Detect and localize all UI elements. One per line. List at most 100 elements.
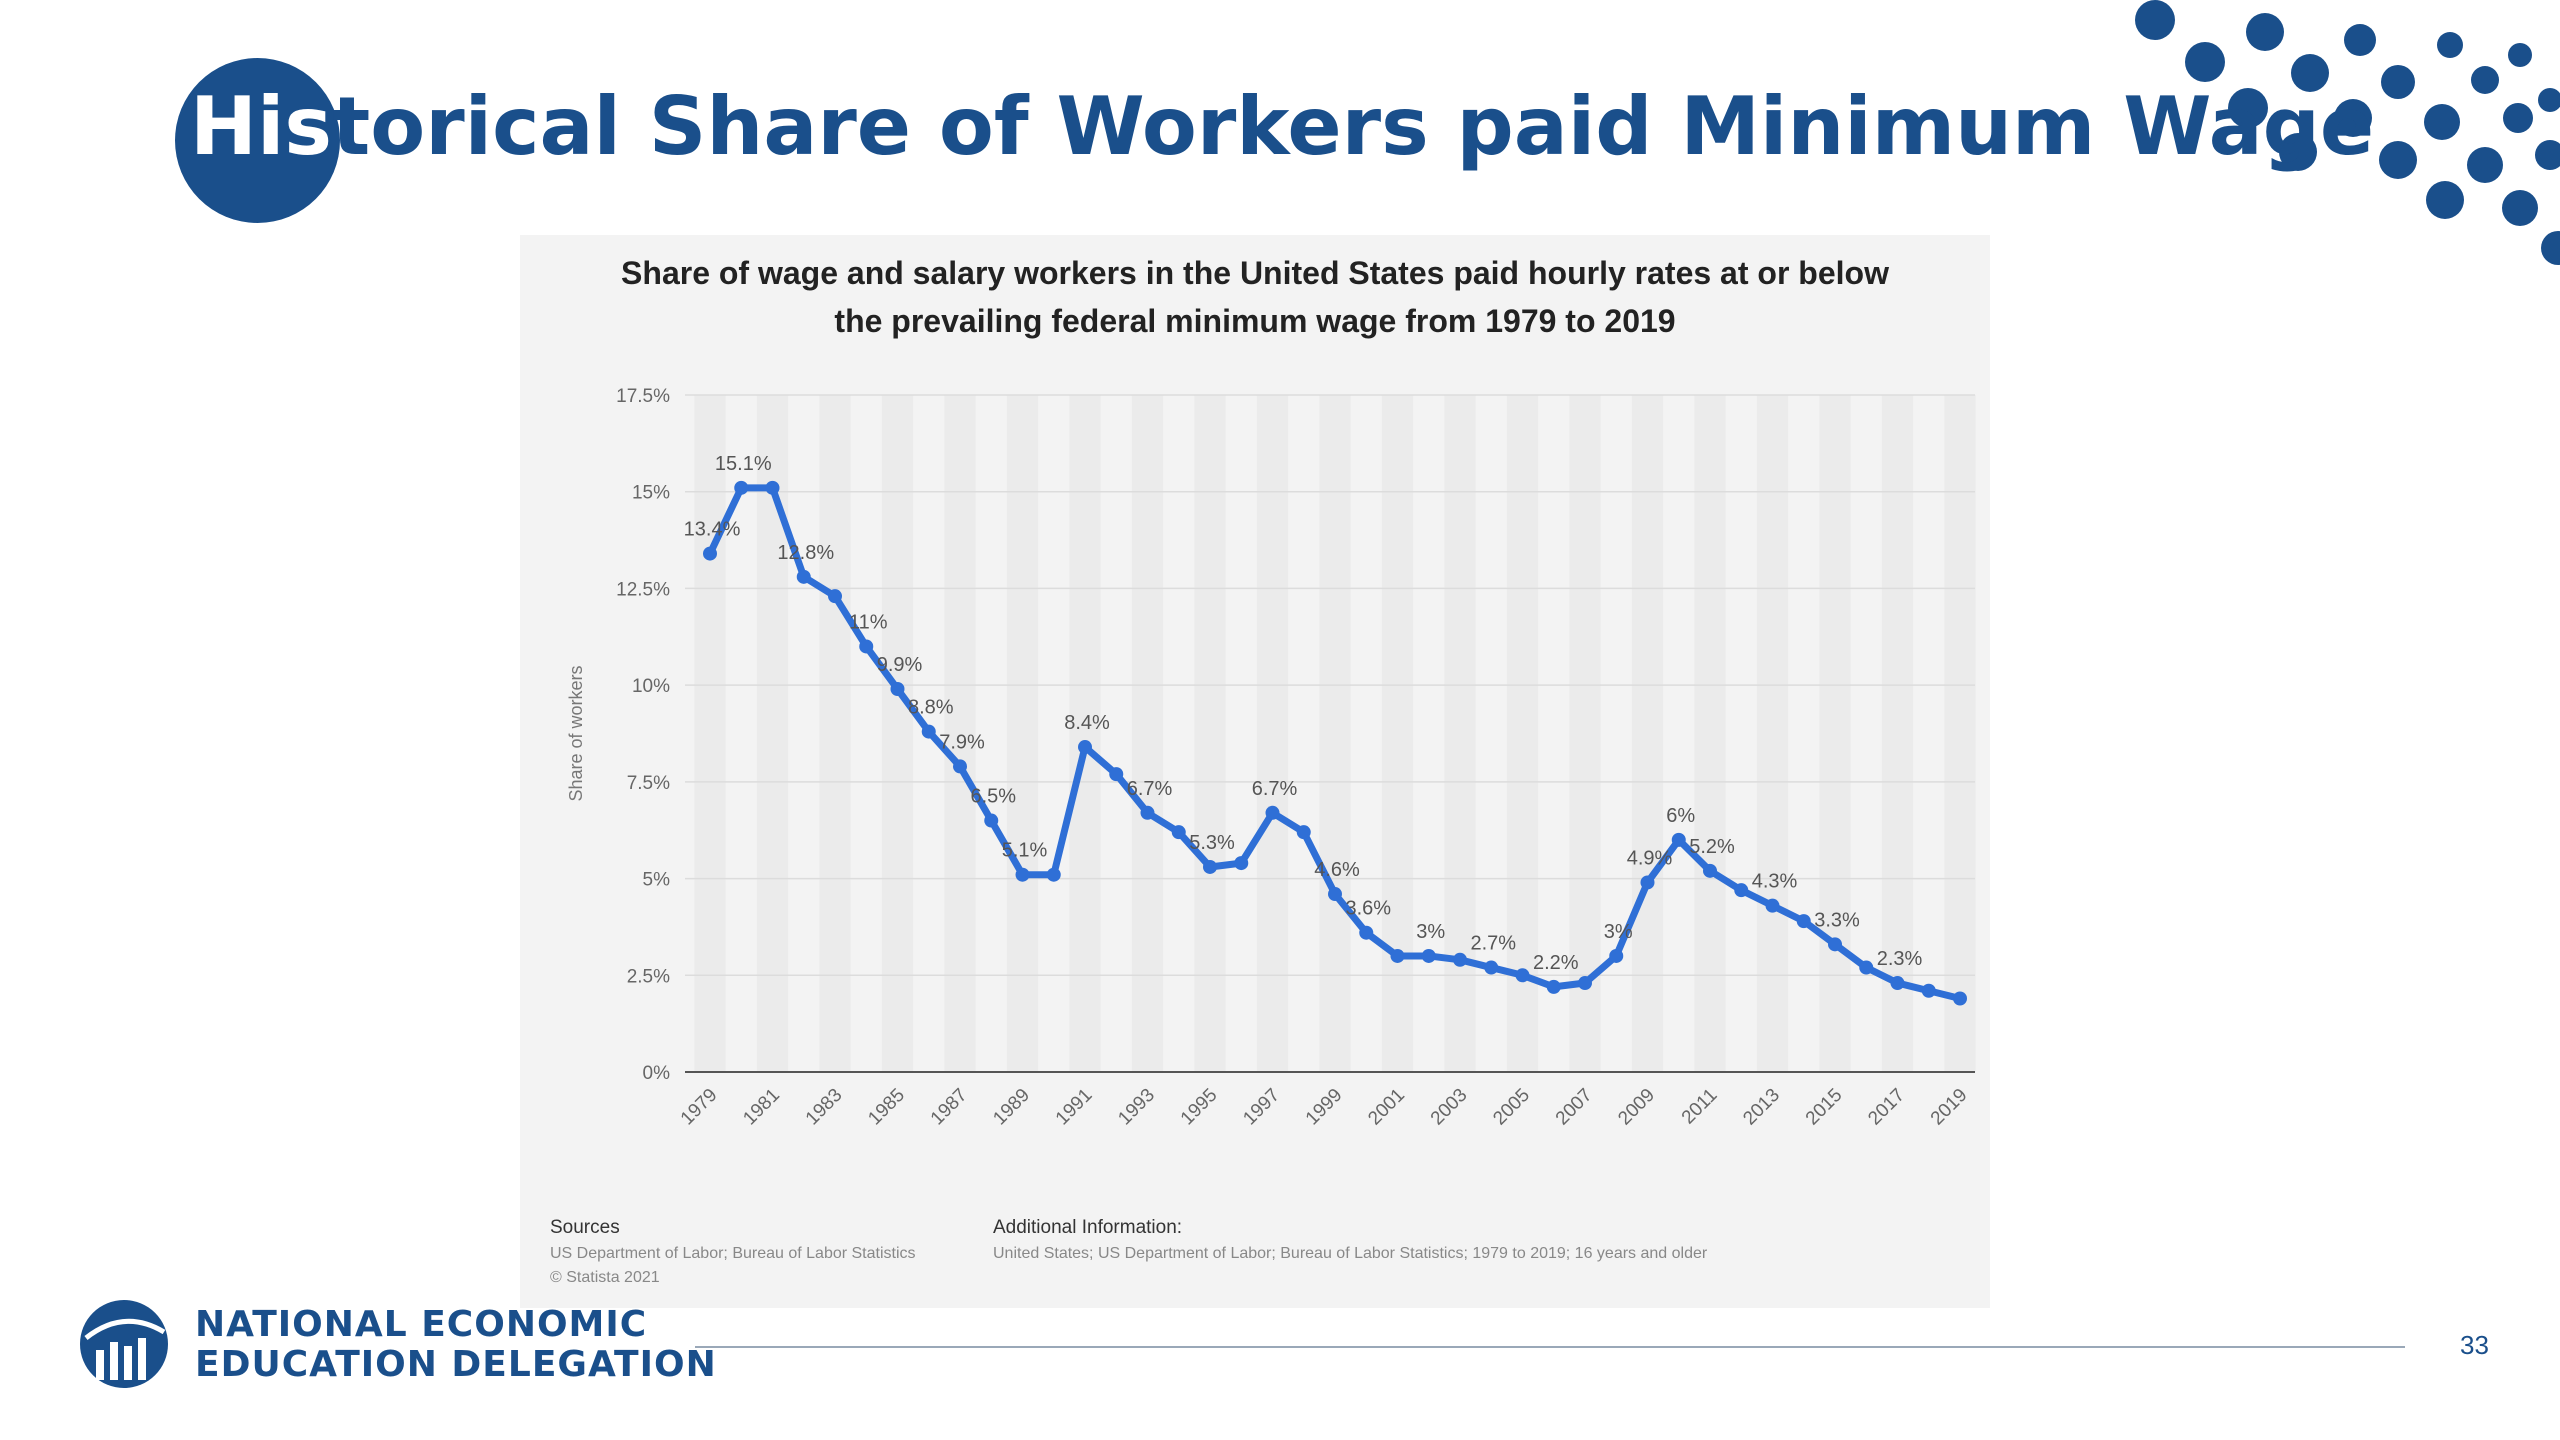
- data-label: 2.3%: [1877, 948, 1923, 970]
- decorative-dot: [2228, 88, 2268, 128]
- additional-info-heading: Additional Information:: [993, 1217, 1183, 1238]
- data-point: [1140, 805, 1155, 820]
- y-tick-label: 15%: [632, 483, 670, 504]
- chart-title-line-1: Share of wage and salary workers in the …: [621, 255, 1889, 291]
- data-point: [1578, 976, 1592, 991]
- data-label: 8.4%: [1064, 712, 1110, 734]
- decorative-dot: [2467, 147, 2503, 183]
- x-tick-label: 2013: [1739, 1085, 1784, 1130]
- data-point: [1296, 825, 1311, 840]
- x-tick-label: 1987: [927, 1085, 972, 1130]
- data-point: [1484, 960, 1499, 975]
- x-tick-label: 1997: [1239, 1085, 1284, 1130]
- x-tick-label: 2003: [1427, 1085, 1472, 1130]
- y-tick-label: 7.5%: [627, 773, 670, 794]
- data-label: 15.1%: [715, 453, 772, 475]
- data-point: [1171, 825, 1186, 840]
- column-band: [881, 395, 914, 1072]
- sources-text: US Department of Labor; Bureau of Labor …: [550, 1245, 916, 1262]
- title-inverse-part: His: [190, 80, 332, 173]
- data-point: [1203, 859, 1217, 874]
- data-point: [1546, 979, 1561, 994]
- data-point: [1796, 914, 1811, 929]
- data-point: [1234, 856, 1249, 871]
- data-point: [1078, 740, 1092, 755]
- data-label: 7.9%: [939, 731, 985, 753]
- data-label: 5.3%: [1189, 832, 1235, 854]
- x-tick-label: 2017: [1864, 1085, 1909, 1130]
- data-label: 6.7%: [1252, 778, 1298, 800]
- column-band: [1944, 395, 1976, 1072]
- x-tick-label: 2019: [1927, 1085, 1972, 1130]
- decorative-dot: [2344, 24, 2376, 56]
- column-band: [1631, 395, 1664, 1072]
- column-band: [1131, 395, 1164, 1072]
- data-label: 12.8%: [777, 542, 834, 564]
- decorative-dot: [2541, 231, 2560, 265]
- x-tick-label: 2015: [1802, 1085, 1847, 1130]
- y-tick-label: 10%: [632, 676, 670, 697]
- column-band: [1006, 395, 1039, 1072]
- x-tick-label: 1979: [677, 1085, 722, 1130]
- x-tick-label: 1981: [739, 1085, 784, 1130]
- decorative-dot: [2334, 99, 2372, 137]
- data-label: 3.6%: [1345, 898, 1391, 920]
- data-point: [953, 759, 967, 774]
- x-tick-label: 1983: [802, 1085, 847, 1130]
- column-band: [1569, 395, 1601, 1072]
- column-band: [1256, 395, 1289, 1072]
- data-label: 6.7%: [1127, 778, 1173, 800]
- data-point: [890, 682, 905, 697]
- data-label: 13.4%: [684, 519, 741, 541]
- x-tick-label: 1993: [1114, 1085, 1159, 1130]
- data-point: [828, 589, 842, 604]
- data-point: [1890, 976, 1905, 991]
- data-point: [1640, 875, 1655, 890]
- decorative-dot: [2185, 42, 2225, 82]
- data-point: [1421, 948, 1436, 963]
- data-label: 11%: [849, 611, 888, 633]
- column-band: [1881, 395, 1914, 1072]
- column-band: [819, 395, 851, 1072]
- data-point: [1765, 898, 1780, 913]
- data-point: [1390, 948, 1405, 963]
- data-point: [859, 639, 874, 654]
- decorative-dot: [2381, 65, 2415, 99]
- data-label: 5.1%: [1002, 840, 1048, 862]
- data-point: [796, 569, 811, 584]
- data-label: 6.5%: [970, 786, 1016, 808]
- data-point: [1109, 767, 1124, 782]
- data-point: [1265, 805, 1280, 820]
- data-point: [984, 813, 999, 828]
- column-band: [1194, 395, 1226, 1072]
- decorative-dot-pattern: [2135, 0, 2560, 265]
- data-point: [765, 480, 780, 495]
- data-label: 3%: [1604, 921, 1633, 943]
- data-point: [1734, 883, 1749, 898]
- decorative-dot: [2508, 43, 2532, 67]
- column-band: [944, 395, 976, 1072]
- decorative-dot: [2246, 13, 2284, 51]
- logo-icon: [80, 1300, 168, 1388]
- data-label: 4.6%: [1314, 859, 1360, 881]
- data-point: [1859, 960, 1874, 975]
- data-point: [1328, 887, 1342, 902]
- data-label: 3%: [1416, 921, 1445, 943]
- page-number: 33: [2460, 1330, 2489, 1360]
- x-tick-label: 1985: [864, 1085, 909, 1130]
- y-tick-label: 17.5%: [616, 386, 670, 407]
- column-band: [1319, 395, 1351, 1072]
- data-label: 6%: [1666, 805, 1695, 827]
- data-point: [1671, 832, 1686, 847]
- y-axis-label: Share of workers: [566, 665, 586, 801]
- x-tick-label: 1991: [1052, 1085, 1097, 1130]
- decorative-dot: [2279, 133, 2317, 171]
- column-band: [1819, 395, 1851, 1072]
- column-band: [1444, 395, 1476, 1072]
- decorative-dot: [2538, 88, 2560, 112]
- data-point: [1703, 863, 1717, 878]
- line-chart: 0% 2.5% 5% 7.5% 10% 12.5% 15% 17.5% Share of wor…: [566, 386, 1976, 1130]
- x-tick-label: 1995: [1177, 1085, 1222, 1130]
- column-band: [694, 395, 726, 1072]
- title-accent-circle: [175, 58, 340, 223]
